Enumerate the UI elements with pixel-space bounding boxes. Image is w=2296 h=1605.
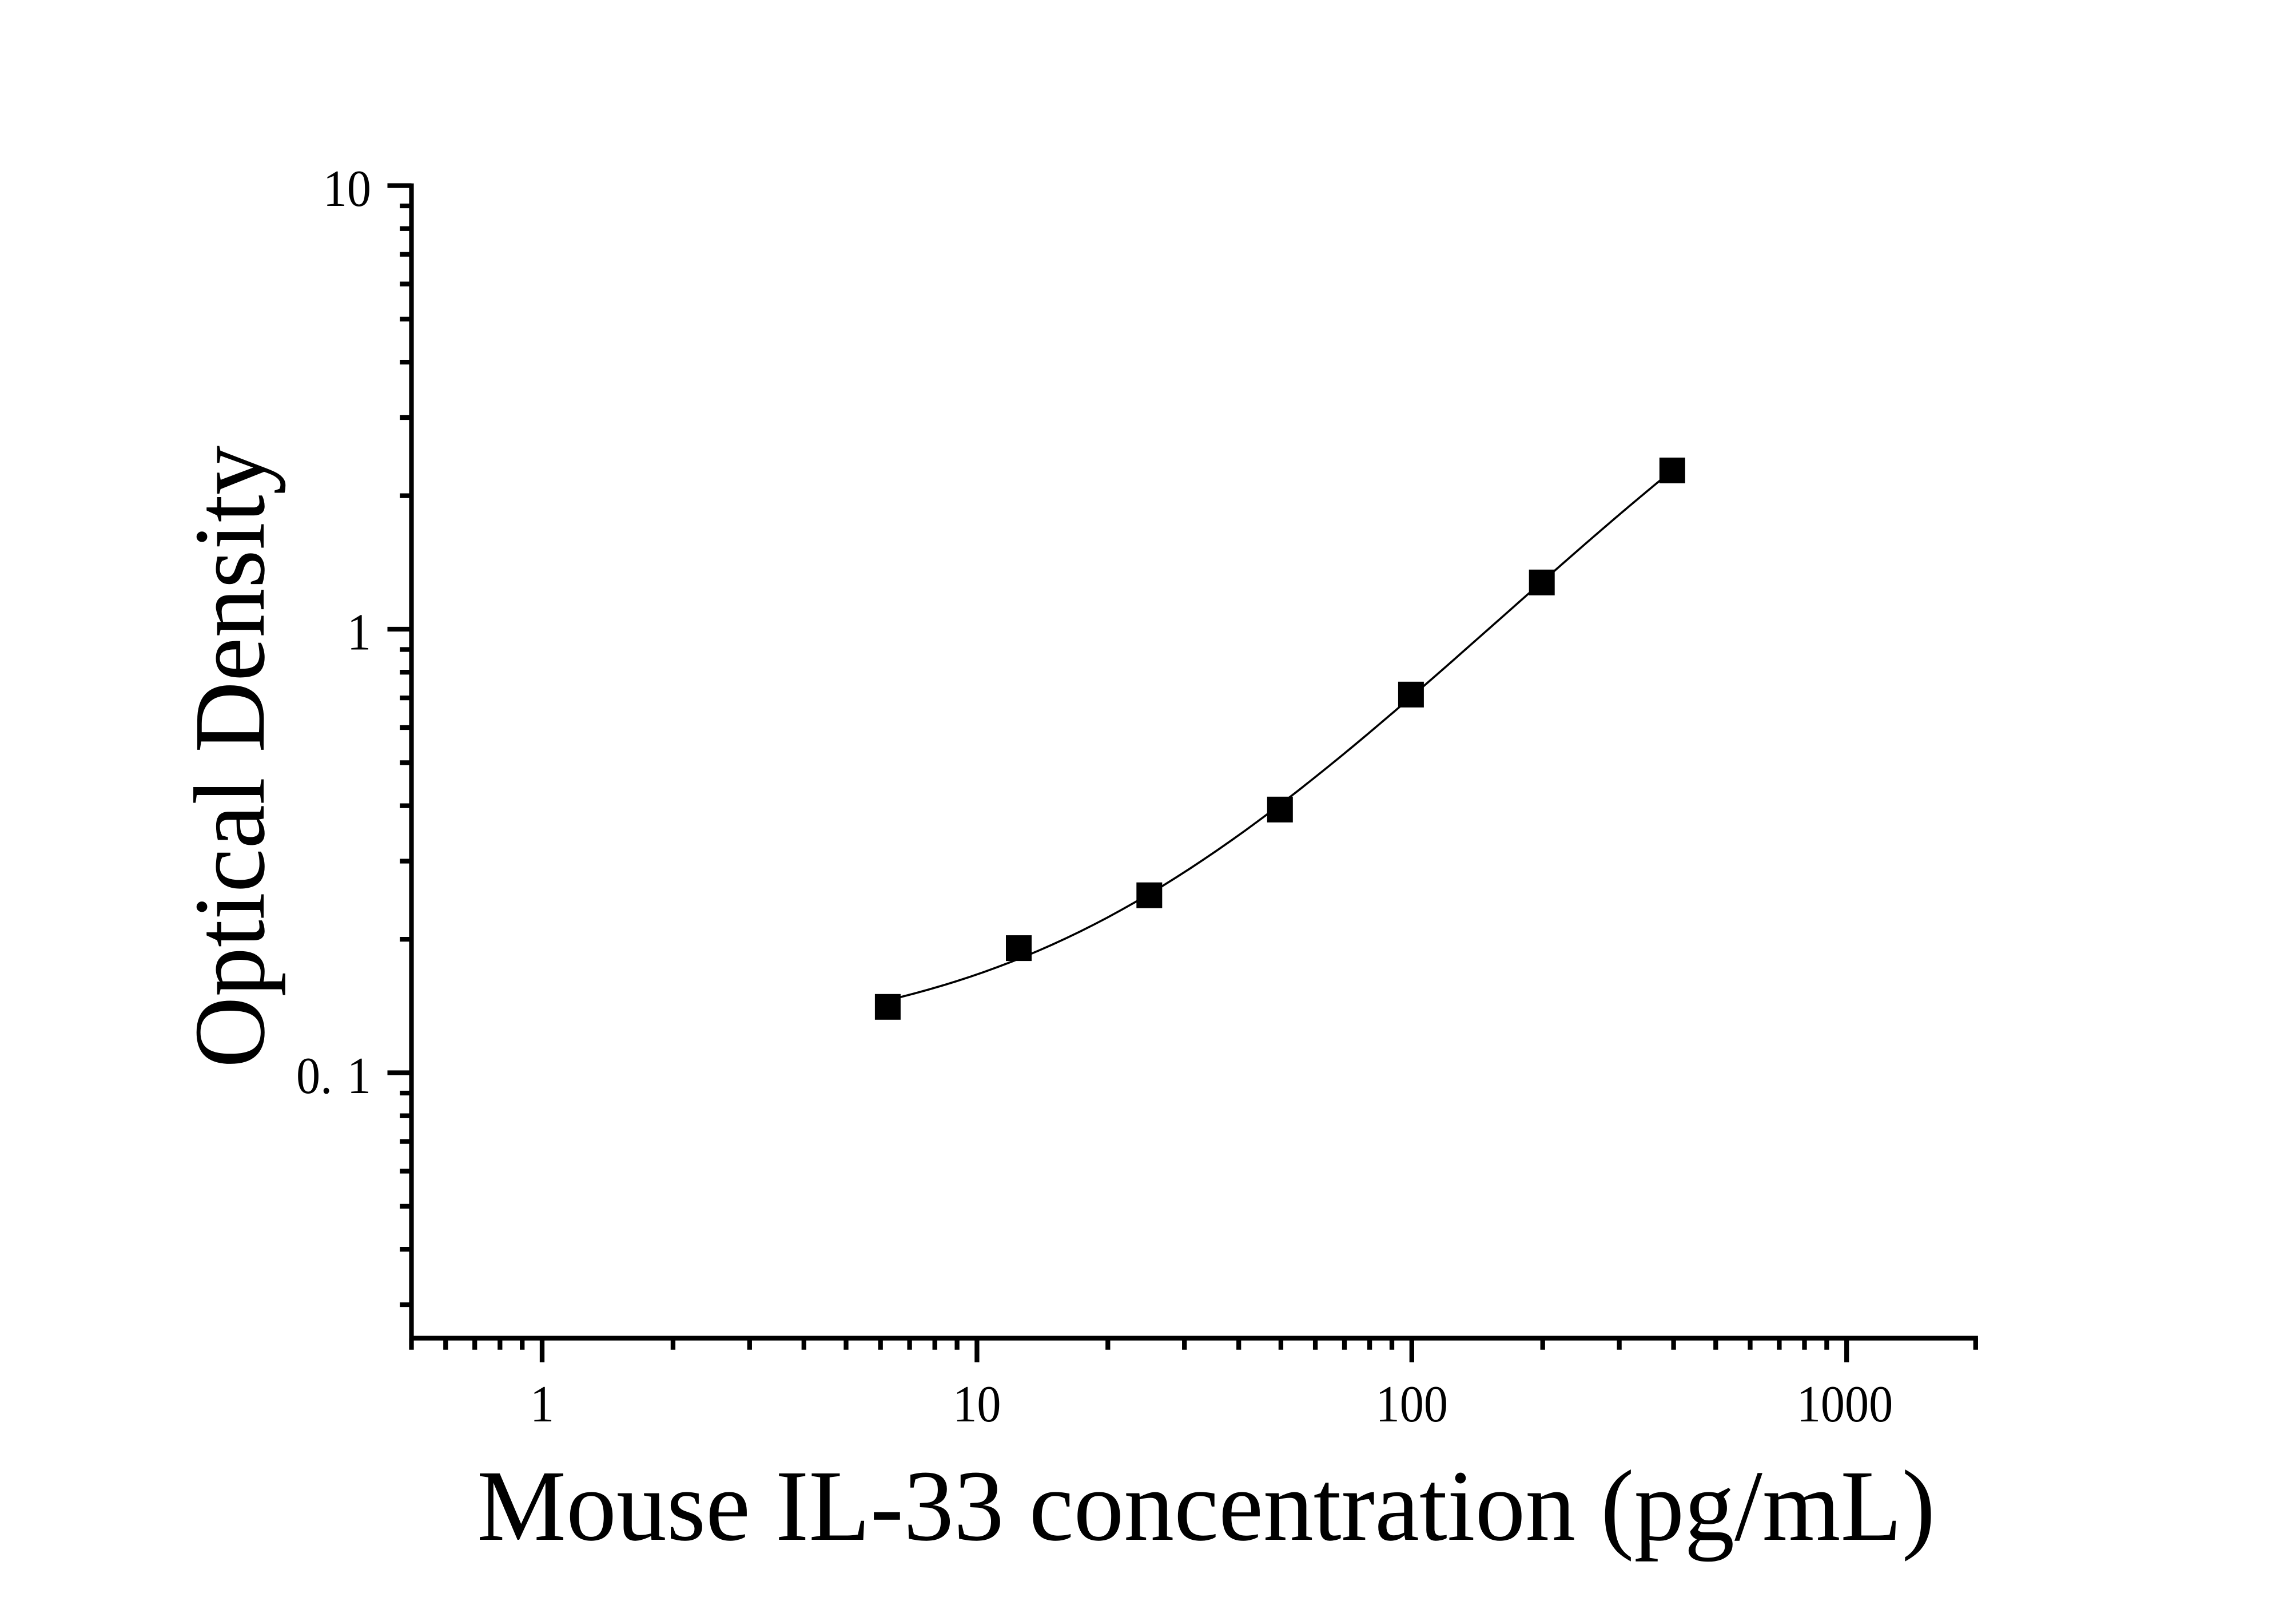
- svg-text:10: 10: [953, 1376, 1001, 1433]
- svg-text:1: 1: [530, 1376, 554, 1433]
- svg-text:1000: 1000: [1797, 1376, 1893, 1433]
- svg-text:100: 100: [1376, 1376, 1448, 1433]
- svg-text:1: 1: [347, 603, 371, 661]
- svg-text:Optical Density: Optical Density: [173, 446, 286, 1068]
- svg-text:10: 10: [323, 160, 371, 218]
- svg-text:Mouse IL-33 concentration (pg/: Mouse IL-33 concentration (pg/mL): [477, 1450, 1935, 1562]
- svg-text:0.1: 0. 1: [296, 1047, 371, 1105]
